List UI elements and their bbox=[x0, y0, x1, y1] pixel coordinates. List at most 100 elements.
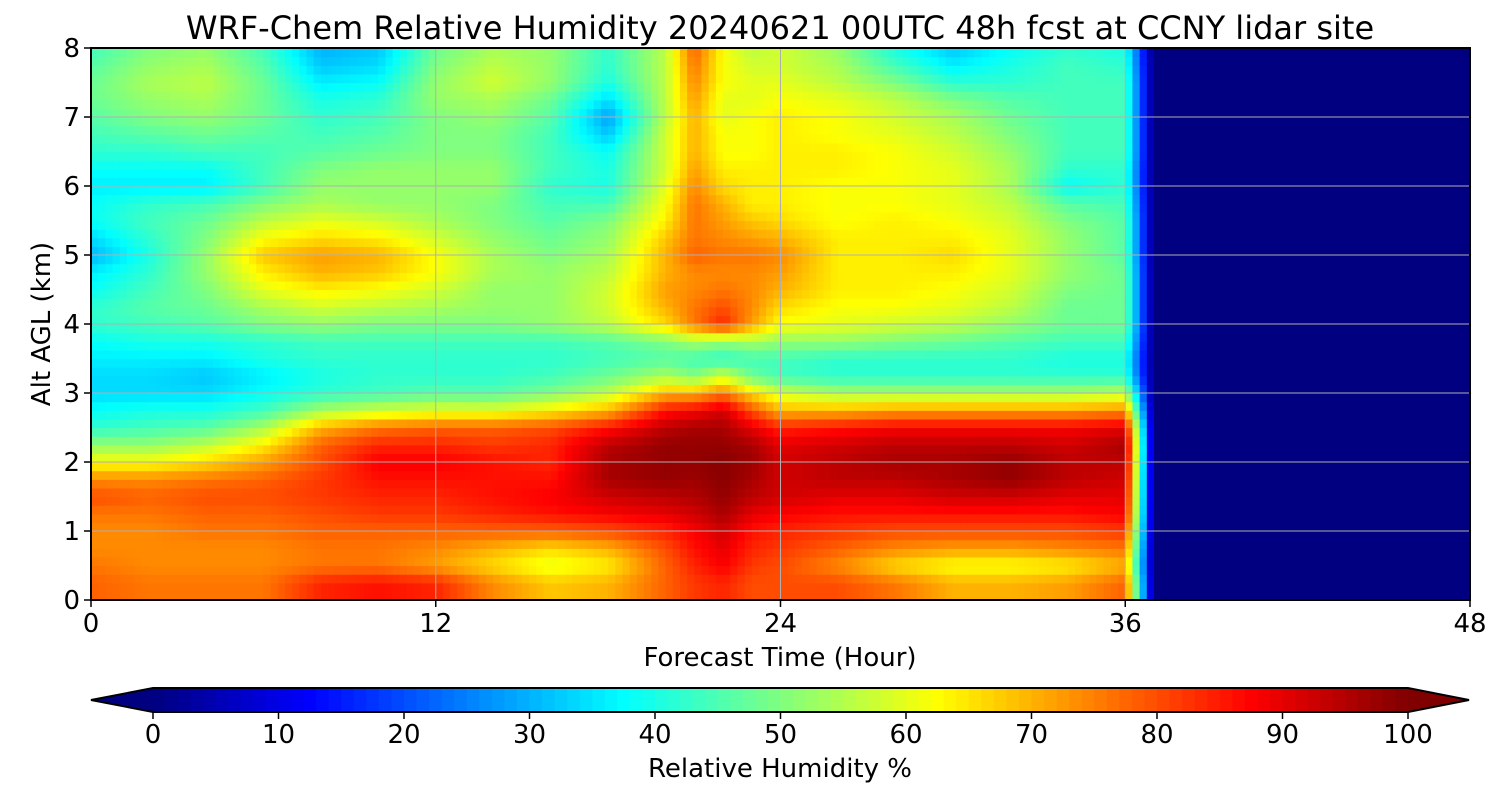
heatmap-cell bbox=[787, 513, 796, 523]
heatmap-cell bbox=[1347, 591, 1356, 600]
heatmap-cell bbox=[1254, 462, 1263, 472]
heatmap-cell bbox=[1110, 470, 1119, 480]
heatmap-cell bbox=[191, 375, 200, 385]
heatmap-cell bbox=[823, 487, 832, 498]
heatmap-cell bbox=[557, 505, 566, 515]
heatmap-cell bbox=[1261, 470, 1270, 480]
heatmap-cell bbox=[220, 462, 229, 472]
heatmap-cell bbox=[730, 410, 739, 420]
heatmap-cell bbox=[1462, 462, 1470, 472]
heatmap-cell bbox=[1398, 479, 1406, 489]
heatmap-cell bbox=[119, 513, 128, 523]
heatmap-cell bbox=[457, 548, 466, 558]
heatmap-cell bbox=[1333, 418, 1342, 429]
heatmap-cell bbox=[170, 487, 178, 498]
heatmap-cell bbox=[155, 505, 164, 515]
heatmap-cell bbox=[198, 436, 207, 446]
heatmap-cell bbox=[385, 496, 394, 506]
heatmap-cell bbox=[1225, 479, 1234, 489]
heatmap-cell bbox=[572, 556, 580, 567]
heatmap-cell bbox=[91, 582, 99, 592]
heatmap-cell bbox=[995, 384, 1004, 394]
heatmap-cell bbox=[1139, 470, 1148, 480]
heatmap-cell bbox=[1225, 470, 1234, 480]
heatmap-cell bbox=[162, 375, 171, 385]
heatmap-cell bbox=[1125, 531, 1134, 541]
heatmap-cell bbox=[320, 487, 329, 498]
heatmap-cell bbox=[205, 410, 214, 420]
heatmap-cell bbox=[328, 556, 336, 567]
heatmap-cell bbox=[1168, 496, 1177, 506]
heatmap-cell bbox=[565, 487, 573, 498]
heatmap-cell bbox=[1132, 418, 1141, 429]
heatmap-cell bbox=[514, 513, 523, 523]
heatmap-cell bbox=[328, 513, 336, 523]
heatmap-cell bbox=[995, 470, 1004, 480]
heatmap-cell bbox=[392, 565, 401, 575]
heatmap-cell bbox=[859, 496, 868, 506]
heatmap-cell bbox=[213, 582, 221, 592]
heatmap-cell bbox=[988, 427, 997, 437]
heatmap-cell bbox=[256, 539, 264, 549]
heatmap-cell bbox=[1462, 410, 1470, 420]
heatmap-cell bbox=[960, 522, 968, 532]
heatmap-cell bbox=[1096, 522, 1105, 532]
heatmap-cell bbox=[1340, 444, 1349, 454]
heatmap-cell bbox=[557, 444, 566, 454]
heatmap-cell bbox=[249, 591, 257, 600]
heatmap-cell bbox=[1139, 539, 1148, 549]
heatmap-cell bbox=[751, 548, 760, 558]
heatmap-cell bbox=[715, 436, 724, 446]
heatmap-cell bbox=[1218, 487, 1227, 498]
heatmap-cell bbox=[450, 556, 458, 567]
heatmap-cell bbox=[565, 505, 573, 515]
heatmap-cell bbox=[758, 487, 767, 498]
heatmap-cell bbox=[1118, 462, 1126, 472]
heatmap-cell bbox=[1132, 574, 1141, 584]
heatmap-cell bbox=[960, 418, 968, 429]
heatmap-cell bbox=[1132, 427, 1141, 437]
heatmap-cell bbox=[313, 505, 322, 515]
heatmap-cell bbox=[1232, 565, 1241, 575]
heatmap-cell bbox=[91, 513, 99, 523]
heatmap-cell bbox=[1290, 479, 1299, 489]
heatmap-cell bbox=[615, 513, 624, 523]
heatmap-cell bbox=[1369, 384, 1378, 394]
heatmap-cell bbox=[737, 444, 746, 454]
heatmap-cell bbox=[1153, 505, 1162, 515]
heatmap-cell bbox=[1003, 462, 1011, 472]
heatmap-cell bbox=[1426, 436, 1435, 446]
heatmap-cell bbox=[184, 479, 193, 489]
heatmap-cell bbox=[615, 427, 624, 437]
heatmap-cell bbox=[371, 539, 379, 549]
heatmap-cell bbox=[766, 436, 774, 446]
heatmap-cell bbox=[1060, 556, 1069, 567]
heatmap-cell bbox=[1326, 436, 1335, 446]
heatmap-cell bbox=[450, 470, 458, 480]
heatmap-cell bbox=[435, 462, 444, 472]
heatmap-cell bbox=[1218, 565, 1227, 575]
heatmap-cell bbox=[679, 418, 688, 429]
heatmap-cell bbox=[837, 591, 846, 600]
heatmap-cell bbox=[1441, 496, 1450, 506]
heatmap-cell bbox=[888, 505, 897, 515]
heatmap-cell bbox=[256, 591, 264, 600]
heatmap-cell bbox=[1455, 556, 1464, 567]
heatmap-cell bbox=[464, 548, 473, 558]
heatmap-cell bbox=[909, 496, 918, 506]
heatmap-cell bbox=[600, 427, 609, 437]
heatmap-cell bbox=[1355, 436, 1363, 446]
heatmap-cell bbox=[1225, 513, 1234, 523]
heatmap-cell bbox=[1405, 410, 1414, 420]
heatmap-cell bbox=[435, 574, 444, 584]
heatmap-cell bbox=[1311, 574, 1320, 584]
heatmap-cell bbox=[1010, 496, 1019, 506]
heatmap-cell bbox=[658, 470, 667, 480]
heatmap-cell bbox=[730, 574, 739, 584]
heatmap-cell bbox=[766, 505, 774, 515]
heatmap-cell bbox=[284, 462, 293, 472]
heatmap-cell bbox=[1218, 444, 1227, 454]
heatmap-cell bbox=[830, 522, 839, 532]
heatmap-cell bbox=[177, 487, 185, 498]
heatmap-cell bbox=[1290, 565, 1299, 575]
